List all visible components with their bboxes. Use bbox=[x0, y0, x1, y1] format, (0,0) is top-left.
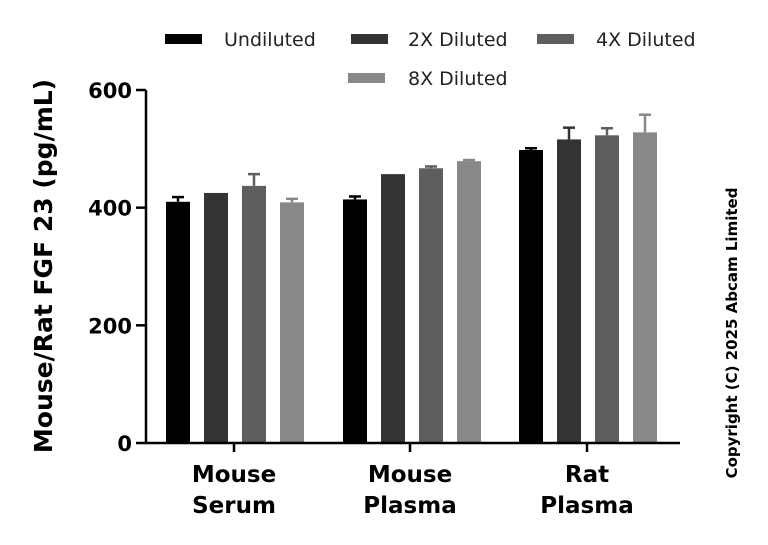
x-category-label-mouse-serum-line2: Serum bbox=[192, 493, 276, 519]
y-tick-label: 400 bbox=[88, 197, 132, 221]
bar-2x-diluted-rat-plasma bbox=[557, 139, 581, 444]
x-category-label-mouse-serum-line1: Mouse bbox=[192, 462, 276, 488]
legend-item-8x-diluted: 8X Diluted bbox=[348, 68, 508, 90]
y-tick-label: 600 bbox=[88, 79, 132, 103]
bar-undiluted-rat-plasma bbox=[519, 150, 543, 443]
error-bar-8x-diluted-rat-plasma bbox=[639, 113, 651, 133]
legend-item-undiluted: Undiluted bbox=[165, 29, 316, 51]
x-category-label-mouse-plasma-line2: Plasma bbox=[363, 493, 456, 519]
bar-2x-diluted-mouse-plasma bbox=[381, 174, 405, 444]
bar-8x-diluted-rat-plasma bbox=[633, 132, 657, 444]
error-bar-2x-diluted-rat-plasma bbox=[563, 126, 575, 140]
error-bar-4x-diluted-rat-plasma bbox=[601, 126, 613, 136]
bar-4x-diluted-mouse-serum bbox=[242, 185, 266, 444]
error-bar-undiluted-mouse-plasma bbox=[349, 195, 361, 200]
legend-swatch-2x-diluted bbox=[351, 34, 388, 44]
bar-undiluted-mouse-plasma bbox=[343, 199, 367, 443]
legend-label-8x-diluted: 8X Diluted bbox=[408, 68, 508, 90]
copyright-text: Copyright (C) 2025 Abcam Limited bbox=[723, 188, 741, 479]
error-bar-undiluted-rat-plasma bbox=[525, 146, 537, 151]
bar-4x-diluted-rat-plasma bbox=[595, 135, 619, 443]
y-tick-label: 200 bbox=[88, 314, 132, 338]
error-bar-4x-diluted-mouse-plasma bbox=[425, 165, 437, 169]
legend: Undiluted 2X Diluted 4X Diluted 8X Diluted bbox=[165, 29, 696, 90]
y-tick-label: 0 bbox=[117, 432, 132, 456]
x-categories: Mouse Serum Mouse Plasma Rat Plasma bbox=[192, 443, 634, 519]
x-category-label-rat-plasma-line2: Plasma bbox=[540, 493, 633, 519]
legend-swatch-undiluted bbox=[165, 34, 202, 44]
x-category-label-mouse-plasma-line1: Mouse bbox=[368, 462, 452, 488]
bar-4x-diluted-mouse-plasma bbox=[419, 168, 443, 443]
legend-swatch-8x-diluted bbox=[348, 73, 385, 83]
y-ticks: 0 200 400 600 bbox=[88, 79, 146, 456]
legend-item-4x-diluted: 4X Diluted bbox=[537, 29, 696, 51]
bar-undiluted-mouse-serum bbox=[166, 201, 190, 443]
error-bar-undiluted-mouse-serum bbox=[172, 195, 184, 202]
y-axis-label: Mouse/Rat FGF 23 (pg/mL) bbox=[29, 79, 58, 453]
x-category-label-rat-plasma-line1: Rat bbox=[565, 462, 609, 488]
bar-2x-diluted-mouse-serum bbox=[204, 192, 228, 443]
bar-8x-diluted-mouse-plasma bbox=[457, 161, 481, 443]
error-bar-8x-diluted-mouse-plasma bbox=[463, 158, 475, 162]
error-bar-4x-diluted-mouse-serum bbox=[248, 172, 260, 186]
bar-8x-diluted-mouse-serum bbox=[280, 202, 304, 443]
error-bar-8x-diluted-mouse-serum bbox=[286, 197, 298, 203]
bars bbox=[166, 132, 657, 444]
legend-item-2x-diluted: 2X Diluted bbox=[351, 29, 508, 51]
legend-swatch-4x-diluted bbox=[537, 34, 574, 44]
legend-label-2x-diluted: 2X Diluted bbox=[408, 29, 508, 51]
error-bars bbox=[172, 113, 651, 203]
legend-label-undiluted: Undiluted bbox=[224, 29, 316, 51]
legend-label-4x-diluted: 4X Diluted bbox=[596, 29, 696, 51]
